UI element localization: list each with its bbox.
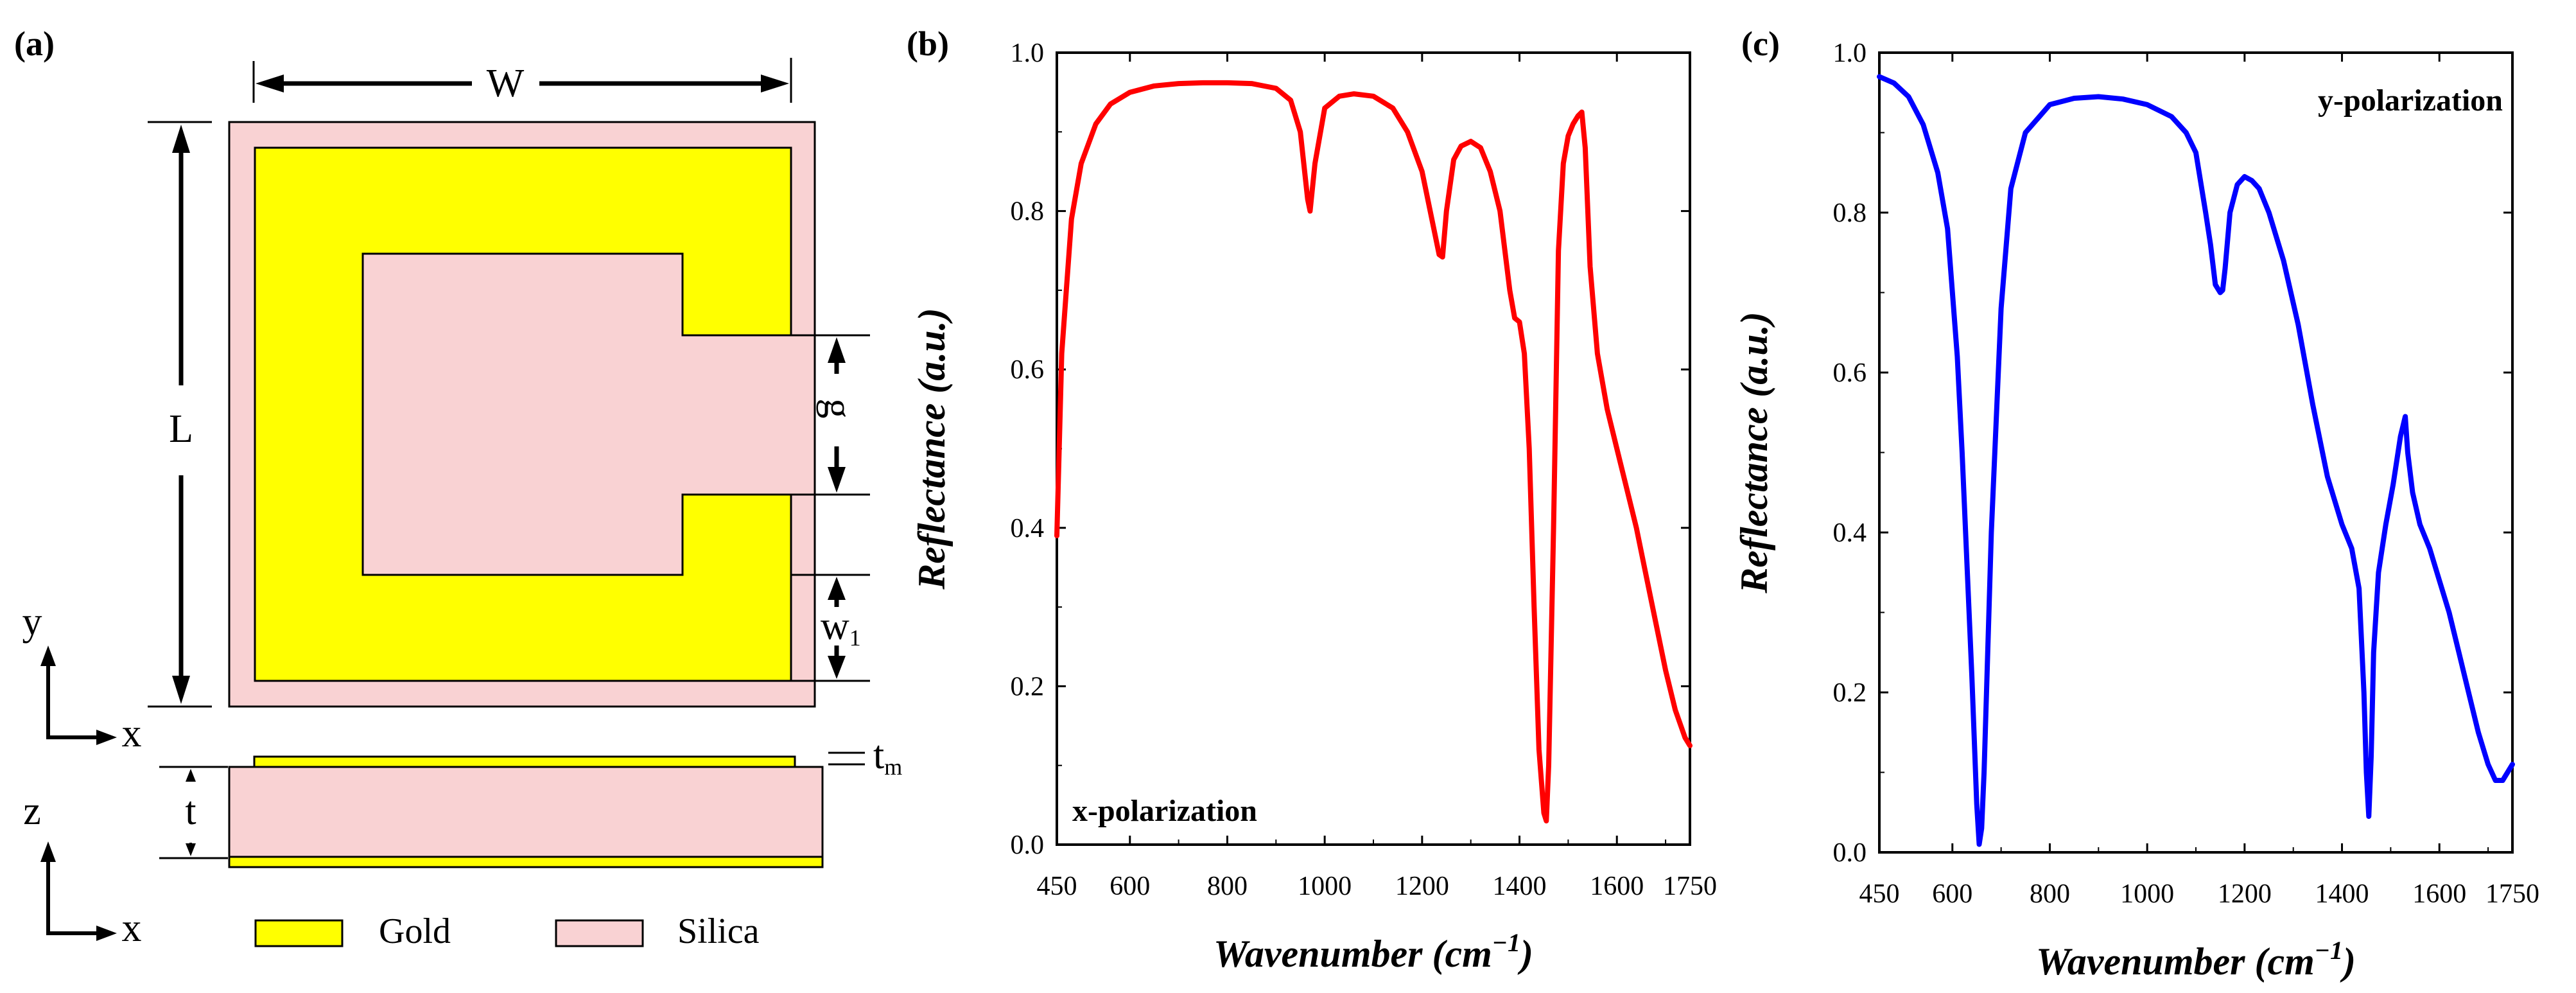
t-arrow-top-head	[186, 769, 196, 782]
x-tick-label: 450	[1037, 872, 1077, 901]
x-tick-label: 1750	[2485, 879, 2539, 909]
x-tick-label: 600	[1110, 872, 1150, 901]
y-tick-label: 0.2	[1011, 672, 1045, 701]
x-tick-label: 450	[1859, 879, 1900, 909]
dim-g-label: g	[816, 399, 860, 419]
x-tick-label: 1600	[1590, 872, 1644, 901]
y-axis-title: Reflectance (a.u.)	[1733, 312, 1775, 593]
x-tick-label: 1000	[1298, 872, 1352, 901]
dim-l-label: L	[169, 407, 193, 451]
axis-x2-label: x	[122, 906, 142, 950]
y-tick-label: 0.6	[1833, 358, 1867, 388]
gold-ground-layer-side-view	[228, 856, 824, 868]
panel-a-label: (a)	[14, 24, 55, 63]
silica-layer-side-view	[228, 766, 824, 858]
legend-gold-label: Gold	[379, 911, 451, 951]
w1-arrow-top-head	[828, 577, 846, 600]
x-tick-label: 800	[1207, 872, 1248, 901]
panel-a-schematic: (a) W L g w1	[14, 24, 902, 951]
dim-w-label: W	[487, 62, 525, 105]
polarization-label: x-polarization	[1072, 794, 1257, 828]
y-tick-label: 0.8	[1011, 197, 1045, 227]
x-tick-label: 600	[1932, 879, 1972, 909]
y-tick-label: 0.6	[1011, 355, 1045, 385]
legend-gold-swatch	[254, 919, 344, 947]
x-tick-label: 800	[2030, 879, 2070, 909]
y-tick-label: 0.4	[1833, 518, 1867, 548]
axis-x2-head	[96, 926, 117, 941]
chart-c: (c) 450 600 800 1000 1200 1400 1600 1750 0.0 0.2 0.…	[1733, 24, 2539, 983]
plot-frame	[1056, 51, 1691, 846]
y-tick-label: 0.0	[1833, 838, 1867, 868]
y-tick-label: 0.8	[1833, 198, 1867, 228]
axis-y-head	[40, 646, 56, 666]
y-tick-label: 1.0	[1833, 39, 1867, 68]
w-arrow-left-head	[256, 75, 284, 92]
g-arrow-bottom-head	[828, 467, 846, 493]
l-arrow-bottom-head	[172, 676, 190, 704]
series-line-y-polarization	[1877, 74, 2515, 847]
axis-z-label: z	[23, 789, 41, 833]
legend-silica-swatch	[555, 919, 644, 947]
dim-tm-label: tm	[873, 734, 902, 780]
x-tick-label: 1200	[1395, 872, 1449, 901]
panel-label: (c)	[1741, 24, 1780, 63]
x-axis-title: Wavenumber (cm−1)	[1214, 928, 1533, 975]
w1-arrow-bottom-head	[828, 656, 846, 679]
gold-top-layer-side-view	[253, 755, 796, 768]
g-arrow-top-head	[828, 337, 846, 363]
x-axis-title: Wavenumber (cm−1)	[2036, 936, 2356, 983]
dim-t-label: t	[185, 789, 196, 833]
polarization-label: y-polarization	[2318, 83, 2503, 118]
y-tick-label: 0.2	[1833, 678, 1867, 708]
y-tick-label: 0.0	[1011, 830, 1045, 860]
l-arrow-top-head	[172, 125, 190, 153]
chart-b: (b) 450 600 800 1000 1200 1400 1600 1750 0.0 0.2 0.…	[907, 24, 1717, 975]
w-arrow-right-head	[761, 75, 789, 92]
dim-w1-label: w1	[821, 604, 861, 651]
axis-x-label: x	[122, 712, 142, 755]
x-tick-label: 1200	[2218, 879, 2272, 909]
series-line-x-polarization	[1054, 80, 1693, 823]
x-tick-label: 1400	[2315, 879, 2369, 909]
t-arrow-bottom-head	[186, 843, 196, 856]
y-axis-title: Reflectance (a.u.)	[910, 308, 953, 590]
y-tick-label: 0.4	[1011, 514, 1045, 543]
axis-y-label: y	[22, 600, 42, 644]
x-tick-label: 1000	[2120, 879, 2174, 909]
x-tick-label: 1400	[1493, 872, 1547, 901]
y-tick-label: 1.0	[1011, 39, 1045, 68]
x-tick-label: 1600	[2412, 879, 2466, 909]
x-tick-label: 1750	[1663, 872, 1717, 901]
panel-label: (b)	[907, 24, 949, 63]
axis-x-head	[96, 730, 117, 745]
legend-silica-label: Silica	[677, 911, 760, 951]
axis-z-head	[40, 841, 56, 862]
